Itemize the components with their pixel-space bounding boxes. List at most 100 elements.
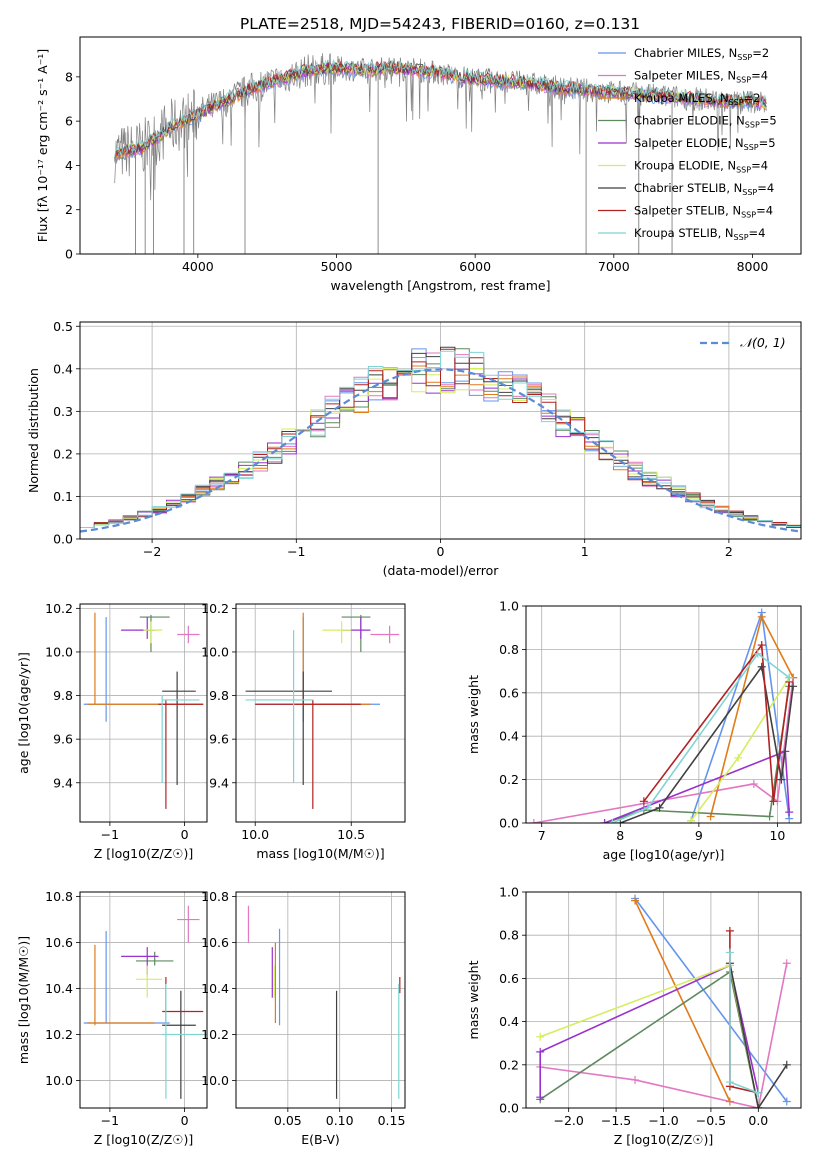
- model-spectrum: [114, 58, 767, 158]
- legend-label: Kroupa ELODIE, NSSP=4: [634, 159, 768, 175]
- axes-frame: [79, 603, 208, 823]
- weight-line: [729, 963, 788, 1108]
- weight-marker: [536, 1032, 545, 1041]
- y-tick-label: 6: [65, 114, 73, 129]
- normal-curve: [80, 368, 801, 533]
- weight-marker: [785, 673, 794, 682]
- weight-marker: [643, 803, 652, 812]
- weight-marker: [754, 1088, 763, 1097]
- x-axis-label: E(B-V): [301, 1132, 340, 1147]
- weight-marker: [782, 1097, 791, 1106]
- y-tick-label: 2: [65, 202, 73, 217]
- x-tick-label: −2: [143, 544, 161, 559]
- x-tick-label: 6000: [459, 259, 491, 274]
- y-tick-label: 0.3: [53, 404, 73, 419]
- x-tick-label: −0.5: [696, 1113, 726, 1128]
- weight-marker: [631, 1075, 640, 1084]
- weight-marker: [725, 926, 734, 935]
- weight-marker: [639, 797, 648, 806]
- x-tick-label: 8000: [737, 259, 769, 274]
- weight-marker: [749, 779, 758, 788]
- x-tick-label: 7: [538, 828, 546, 843]
- weight-marker: [765, 812, 774, 821]
- weight-marker: [782, 1060, 791, 1069]
- y-tick-label: 10.0: [201, 1073, 229, 1088]
- weight-line: [643, 642, 790, 802]
- weight-line: [634, 900, 731, 1102]
- plot-area: [114, 53, 767, 254]
- legend-label: Kroupa STELIB, NSSP=4: [634, 226, 765, 242]
- weight-marker: [536, 1047, 545, 1056]
- plot-area: [245, 612, 400, 809]
- axes-frame: [235, 603, 406, 823]
- panel-residuals: −2 −1 0 1 2 0.0 0.1 0.2 0.3 0.4 0.5 (data-model)/er…: [26, 319, 802, 578]
- y-tick-label: 0.6: [499, 971, 519, 986]
- y-axis-label: age [log10(age/yr)]: [16, 652, 31, 774]
- x-tick-label: 7000: [598, 259, 630, 274]
- legend-label: Chabrier MILES, NSSP=2: [634, 46, 769, 62]
- weight-marker: [687, 816, 695, 823]
- panel-z-mass: −1 0 10.0 10.2 10.4 10.6 10.8 Z [log10(Z/Z☉)] ma…: [16, 889, 208, 1147]
- y-tick-label: 0.5: [53, 319, 73, 334]
- y-tick-label: 10.2: [45, 601, 73, 616]
- weight-marker: [777, 775, 786, 784]
- weight-marker: [536, 1093, 545, 1102]
- x-tick-label: 10.0: [241, 827, 269, 842]
- weight-line: [539, 970, 760, 1108]
- y-tick-label: 10.0: [201, 644, 229, 659]
- x-tick-label: 0.0: [748, 1113, 768, 1128]
- x-tick-label: 5000: [321, 259, 353, 274]
- y-tick-label: 9.8: [53, 688, 73, 703]
- y-tick-label: 0.2: [499, 772, 519, 787]
- y-tick-label: 0.4: [53, 361, 73, 376]
- y-tick-label: 9.4: [209, 775, 229, 790]
- weight-line: [709, 614, 794, 817]
- y-tick-label: 10.0: [45, 644, 73, 659]
- x-tick-label: 0: [181, 827, 189, 842]
- weight-marker: [769, 797, 778, 806]
- y-tick-label: 10.8: [45, 889, 73, 904]
- axes-frame: [235, 891, 406, 1109]
- y-tick-label: 4: [65, 158, 73, 173]
- weight-marker: [789, 682, 798, 691]
- y-tick-label: 10.6: [45, 935, 73, 950]
- legend-label: Salpeter MILES, NSSP=4: [634, 69, 768, 85]
- x-tick-label: 0.05: [274, 1113, 302, 1128]
- x-axis-label: (data-model)/error: [383, 563, 500, 578]
- x-tick-label: −2.0: [553, 1113, 583, 1128]
- y-axis-label: mass weight: [466, 675, 481, 754]
- legend-label: 𝒩(0, 1): [740, 335, 786, 350]
- x-tick-label: 0: [181, 1113, 189, 1128]
- weight-marker: [725, 1097, 734, 1106]
- y-tick-label: 1.0: [499, 599, 519, 614]
- plot-area: [83, 905, 204, 1099]
- y-tick-label: 0.6: [499, 685, 519, 700]
- y-tick-label: 0: [65, 247, 73, 262]
- residual-histogram: [80, 348, 801, 528]
- y-tick-label: 9.6: [53, 732, 73, 747]
- x-tick-label: 0.15: [378, 1113, 406, 1128]
- legend-label: Kroupa MILES, NSSP=2: [634, 91, 760, 107]
- y-axis-label: mass [log10(M/M☉)]: [16, 936, 31, 1064]
- weight-marker: [754, 1104, 763, 1108]
- x-tick-label: 0: [437, 544, 445, 559]
- plot-area: [83, 612, 204, 809]
- x-axis-label: Z [log10(Z/Z☉)]: [94, 1132, 194, 1147]
- panel-spectrum: 4000 5000 6000 7000 8000 0 2 4 6 8 wavelength [Ang…: [35, 36, 802, 293]
- y-tick-label: 9.6: [209, 732, 229, 747]
- y-tick-label: 0.0: [499, 816, 519, 831]
- weight-marker: [782, 959, 791, 968]
- weight-marker: [757, 612, 766, 621]
- x-tick-label: 8: [616, 828, 624, 843]
- y-axis-label: Flux [fλ 10⁻¹⁷ erg cm⁻² s⁻¹ A⁻¹]: [35, 49, 50, 242]
- weight-marker: [753, 649, 762, 658]
- x-axis-label: age [log10(age/yr)]: [603, 847, 725, 862]
- weight-marker: [608, 819, 617, 823]
- legend-label: Salpeter ELODIE, NSSP=5: [634, 136, 776, 152]
- panel-z-weight: −2.0 −1.5 −1.0 −0.5 0.0 0.0 0.2 0.4 0.6 0.8 1.0 Z […: [466, 885, 802, 1147]
- y-tick-label: 10.2: [45, 1027, 73, 1042]
- x-tick-label: 0.10: [326, 1113, 354, 1128]
- weight-marker: [757, 662, 766, 671]
- y-tick-label: 9.8: [209, 688, 229, 703]
- weight-line: [540, 963, 788, 1108]
